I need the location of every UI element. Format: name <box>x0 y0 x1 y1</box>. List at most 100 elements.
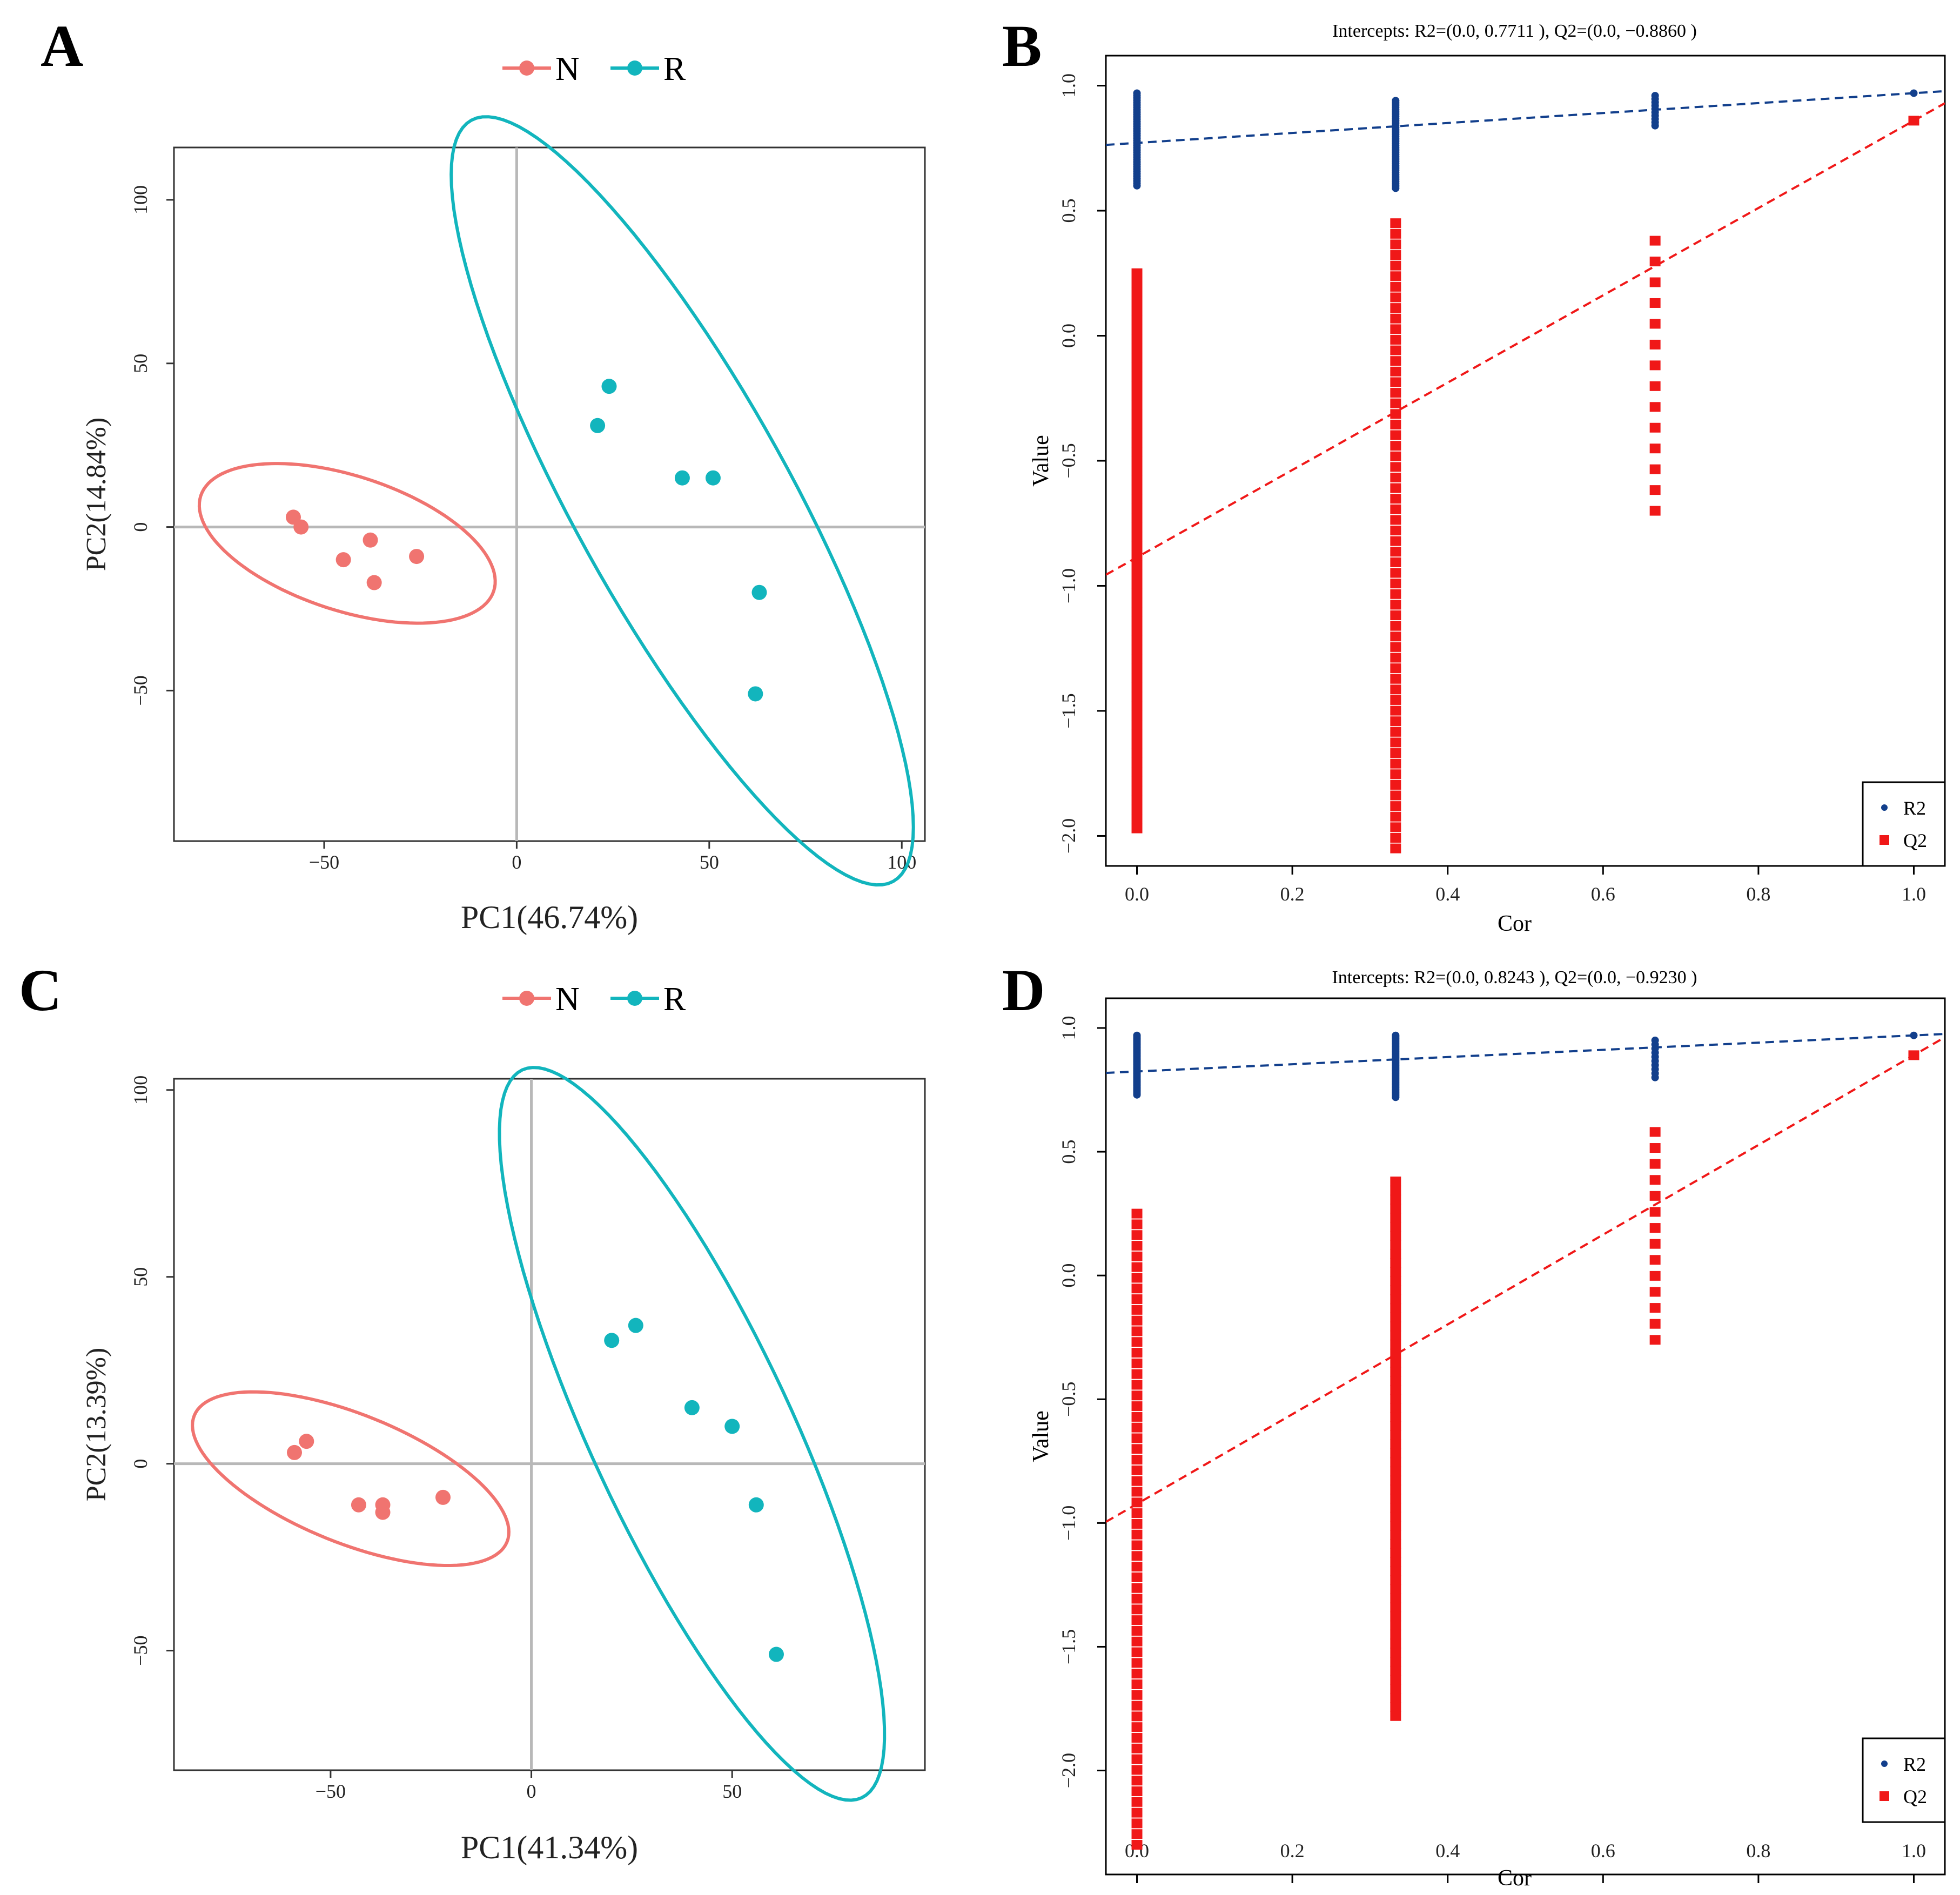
q2-point <box>1649 506 1661 516</box>
q2-point <box>1390 1665 1401 1676</box>
q2-point <box>1390 366 1401 377</box>
y-tick-label: −2.0 <box>1058 1753 1079 1788</box>
q2-point <box>1390 313 1401 324</box>
q2-point <box>1390 472 1401 482</box>
q2-point <box>1390 811 1401 822</box>
q2-point <box>1390 642 1401 652</box>
q2-point <box>1131 1562 1143 1572</box>
regression-lines <box>1106 1033 1945 1523</box>
q2-point <box>1649 1287 1661 1297</box>
q2-point <box>1390 1539 1401 1549</box>
q2-point <box>1390 1430 1401 1440</box>
data-point-n <box>363 532 378 548</box>
q2-point <box>1131 1455 1143 1465</box>
q2-point <box>1131 757 1143 768</box>
data-point-n <box>366 575 382 590</box>
y-tick-label: 100 <box>130 185 151 214</box>
q2-point <box>1390 1511 1401 1522</box>
q2-point <box>1390 1177 1401 1187</box>
q2-point <box>1390 1330 1401 1341</box>
q2-point <box>1649 464 1661 474</box>
q2-point <box>1390 260 1401 271</box>
plot-frame <box>173 146 926 842</box>
y-axis-label: PC2(13.39%) <box>81 1348 112 1502</box>
q2-point <box>1390 1702 1401 1712</box>
q2-point <box>1131 1369 1143 1379</box>
legend-label-r: R <box>663 981 686 1018</box>
q2-point <box>1390 377 1401 387</box>
r2-point <box>1392 1031 1400 1039</box>
q2-point <box>1390 695 1401 705</box>
q2-point <box>1131 1669 1143 1679</box>
q2-point <box>1390 345 1401 355</box>
q2-point <box>1390 1403 1401 1413</box>
q2-point <box>1131 325 1143 335</box>
q2-point <box>1649 1239 1661 1249</box>
legend: R2 Q2 <box>1862 1737 1946 1823</box>
q2-point <box>1390 1394 1401 1404</box>
q2-point <box>1649 1223 1661 1233</box>
q2-point <box>1390 1231 1401 1241</box>
q2-point <box>1390 610 1401 621</box>
q2-point <box>1131 1572 1143 1582</box>
q2-point <box>1390 398 1401 408</box>
q2-point <box>1390 737 1401 748</box>
legend: R2 Q2 <box>1862 781 1946 867</box>
q2-point <box>1390 758 1401 769</box>
q2-point <box>1390 334 1401 345</box>
q2-point <box>1649 443 1661 454</box>
q2-point <box>1131 1433 1143 1443</box>
q2-point <box>1131 1594 1143 1604</box>
legend-label-n: N <box>555 51 580 88</box>
q2-point <box>1649 236 1661 246</box>
q2-point <box>1390 663 1401 674</box>
q2-point <box>1131 1551 1143 1561</box>
q2-point <box>1131 1840 1143 1850</box>
x-axis-label: PC1(41.34%) <box>461 1830 638 1865</box>
legend-marker-n <box>519 991 534 1006</box>
x-tick-label: 50 <box>722 1780 742 1802</box>
q2-point <box>1390 1557 1401 1567</box>
q2-point <box>1131 1208 1143 1219</box>
y-tick-label: −1.5 <box>1058 1629 1079 1664</box>
q2-point <box>1131 391 1143 401</box>
q2-point <box>1131 268 1143 278</box>
x-tick-label: 0.6 <box>1591 1840 1615 1862</box>
data-point-r <box>724 1419 740 1434</box>
q2-point <box>1390 1693 1401 1703</box>
q2-point <box>1390 483 1401 493</box>
q2-point <box>1131 597 1143 608</box>
x-tick-label: 0.6 <box>1591 883 1615 905</box>
q2-point <box>1131 447 1143 457</box>
q2-point <box>1390 1584 1401 1594</box>
r2-point <box>1392 97 1400 105</box>
q2-point <box>1131 1636 1143 1647</box>
q2-point <box>1131 814 1143 824</box>
q2-point <box>1131 1326 1143 1336</box>
data-point-r <box>684 1400 700 1415</box>
q2-point <box>1390 600 1401 610</box>
legend-label-q2: Q2 <box>1903 830 1927 851</box>
r2-point <box>1133 89 1141 97</box>
q2-point <box>1390 1684 1401 1694</box>
q2-point <box>1390 1348 1401 1359</box>
q2-point <box>1649 485 1661 495</box>
q2-point <box>1390 292 1401 303</box>
legend-label-r2: R2 <box>1903 1753 1926 1775</box>
y-tick-label: 50 <box>130 354 151 373</box>
q2-point <box>1390 1466 1401 1476</box>
legend-label-n: N <box>555 981 580 1018</box>
chart-title: Intercepts: R2=(0.0, 0.8243 ), Q2=(0.0, … <box>1332 967 1697 987</box>
q2-point <box>1131 1518 1143 1529</box>
q2-point <box>1131 1380 1143 1390</box>
legend-box <box>1862 1737 1946 1823</box>
q2-point <box>1649 402 1661 412</box>
q2-point <box>1131 691 1143 702</box>
q2-point <box>1131 278 1143 288</box>
y-tick-label: 100 <box>130 1076 151 1105</box>
legend-marker-r2 <box>1881 1760 1888 1767</box>
x-tick-label: 1.0 <box>1902 1840 1926 1862</box>
q2-point <box>1131 767 1143 777</box>
q2-point <box>1390 748 1401 758</box>
